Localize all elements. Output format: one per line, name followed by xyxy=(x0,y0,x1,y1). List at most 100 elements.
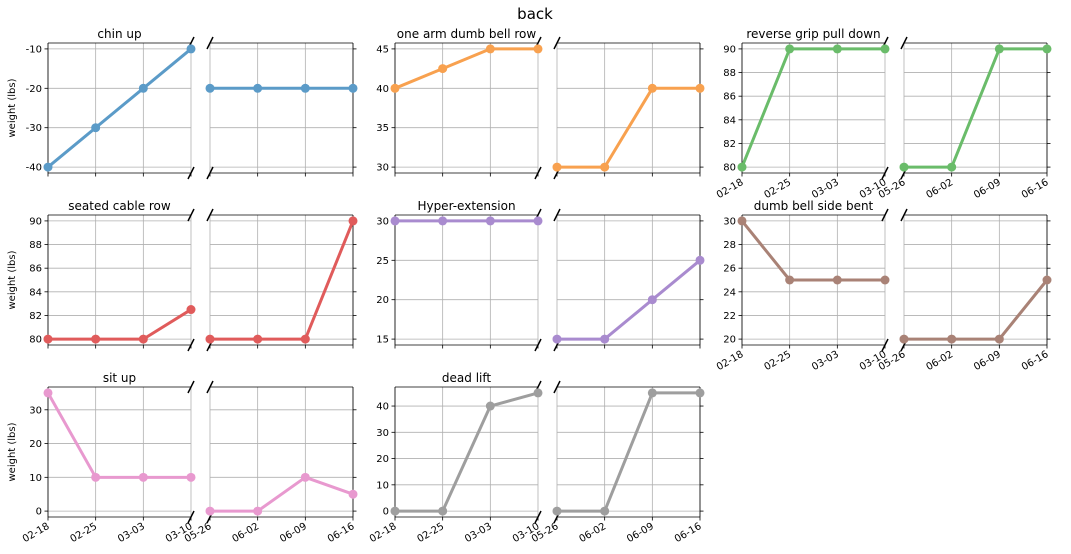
x-tick-label: 06-16 xyxy=(1020,177,1051,201)
y-tick-label: 10 xyxy=(376,480,389,491)
y-tick-label: 82 xyxy=(29,311,42,322)
data-point xyxy=(600,162,610,172)
y-tick-label: 88 xyxy=(29,240,42,251)
y-tick-label: 30 xyxy=(376,428,389,439)
y-tick-label: 25 xyxy=(376,256,389,267)
y-tick-label: 20 xyxy=(376,295,389,306)
data-point xyxy=(785,275,795,285)
data-point xyxy=(533,388,543,398)
y-tick-label: 84 xyxy=(723,115,736,126)
y-tick-label: 30 xyxy=(376,216,389,227)
y-axis-label: weight (lbs) xyxy=(7,78,18,137)
x-tick-label: 06-02 xyxy=(924,177,955,201)
data-point xyxy=(300,83,310,93)
y-tick-label: 28 xyxy=(723,240,736,251)
y-tick-label: 0 xyxy=(36,507,42,518)
x-tick-label: 06-16 xyxy=(673,521,704,545)
y-tick-label: 40 xyxy=(376,84,389,95)
data-point xyxy=(600,506,610,516)
y-tick-label: 80 xyxy=(29,335,42,346)
y-tick-label: -20 xyxy=(26,84,42,95)
data-point xyxy=(43,162,53,172)
series-line xyxy=(740,47,885,168)
x-tick-label: 03-03 xyxy=(810,177,841,201)
y-tick-label: 35 xyxy=(376,123,389,134)
data-point xyxy=(533,44,543,54)
data-point xyxy=(880,44,890,54)
data-point xyxy=(552,162,562,172)
data-point xyxy=(390,216,400,226)
data-point xyxy=(1042,44,1052,54)
data-point xyxy=(695,388,705,398)
data-point xyxy=(186,44,196,54)
series-line xyxy=(557,391,700,513)
data-point xyxy=(438,64,448,74)
data-point xyxy=(832,275,842,285)
x-tick-label: 06-02 xyxy=(924,349,955,373)
data-point xyxy=(438,506,448,516)
subplot-title: chin up xyxy=(97,27,141,41)
x-tick-label: 02-25 xyxy=(415,521,446,545)
axis-break-mark xyxy=(187,380,195,394)
subplot-title: sit up xyxy=(103,371,136,385)
y-tick-label: 20 xyxy=(723,335,736,346)
axis-break-mark xyxy=(900,208,908,222)
data-point xyxy=(43,334,53,344)
series-line xyxy=(557,259,701,341)
data-point xyxy=(552,506,562,516)
data-point xyxy=(186,472,196,482)
axis-break-mark xyxy=(206,208,214,222)
data-point xyxy=(899,162,909,172)
data-point xyxy=(300,334,310,344)
x-tick-label: 03-03 xyxy=(116,521,147,545)
series-line xyxy=(740,219,885,282)
x-tick-label: 06-09 xyxy=(278,521,309,545)
subplot-title: one arm dumb bell row xyxy=(397,27,537,41)
series-line xyxy=(47,47,192,169)
y-tick-label: -40 xyxy=(26,163,42,174)
data-point xyxy=(947,334,957,344)
y-tick-label: 86 xyxy=(29,264,42,275)
y-tick-label: 22 xyxy=(723,311,736,322)
figure-suptitle: back xyxy=(517,5,553,23)
y-tick-label: 20 xyxy=(376,454,389,465)
data-point xyxy=(205,506,215,516)
data-point xyxy=(647,388,657,398)
series-line xyxy=(210,475,354,513)
data-point xyxy=(348,216,358,226)
series-line xyxy=(904,279,1049,341)
axis-break-mark xyxy=(553,36,561,50)
data-point xyxy=(300,472,310,482)
data-point xyxy=(253,334,263,344)
y-tick-label: 84 xyxy=(29,287,42,298)
subplot-title: dead lift xyxy=(442,371,491,385)
x-tick-label: 02-18 xyxy=(21,521,52,545)
y-tick-label: 20 xyxy=(29,439,42,450)
data-point xyxy=(647,295,657,305)
data-point xyxy=(899,334,909,344)
series-line xyxy=(557,86,700,169)
subplot-title: dumb bell side bent xyxy=(754,199,874,213)
y-tick-label: 10 xyxy=(29,473,42,484)
y-tick-label: 0 xyxy=(383,507,389,518)
data-point xyxy=(91,334,101,344)
data-point xyxy=(737,162,747,172)
y-tick-label: 86 xyxy=(723,92,736,103)
x-tick-label: 02-18 xyxy=(368,521,399,545)
subplot-1: 30 35 40 45 one arm dumb bell row xyxy=(376,27,705,180)
x-tick-label: 02-25 xyxy=(68,521,99,545)
data-point xyxy=(91,123,101,133)
y-tick-label: 80 xyxy=(723,163,736,174)
data-point xyxy=(737,216,747,226)
data-point xyxy=(880,275,890,285)
axis-break-mark xyxy=(553,380,561,394)
series-line xyxy=(46,392,191,479)
series-line xyxy=(394,47,538,90)
axis-break-mark xyxy=(553,208,561,222)
y-tick-label: 30 xyxy=(376,163,389,174)
axis-break-mark xyxy=(206,380,214,394)
subplot-title: reverse grip pull down xyxy=(746,27,880,41)
